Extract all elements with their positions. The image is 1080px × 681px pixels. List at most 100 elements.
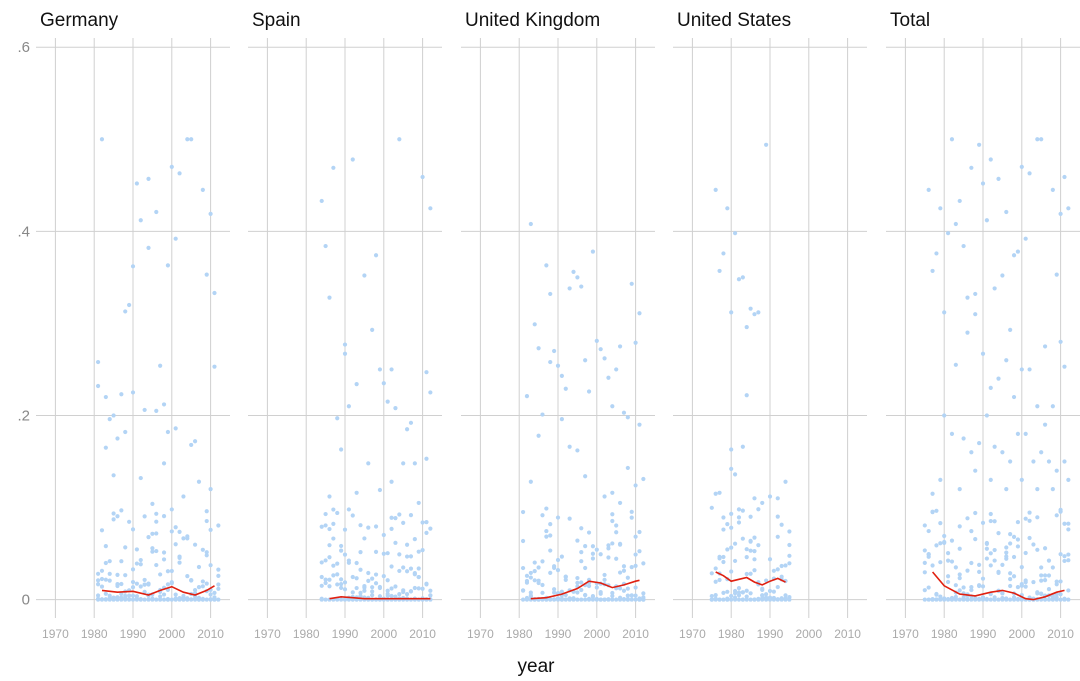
data-point: [583, 358, 588, 363]
data-point: [713, 187, 718, 193]
data-point: [204, 518, 209, 524]
data-point: [1035, 137, 1040, 142]
data-point: [350, 157, 355, 162]
data-point: [185, 137, 190, 142]
data-point: [389, 479, 394, 484]
data-point: [575, 538, 580, 543]
data-point: [973, 468, 978, 473]
data-point: [532, 569, 537, 574]
data-point: [524, 595, 530, 601]
data-point: [370, 593, 375, 598]
data-point: [428, 588, 433, 593]
data-point: [942, 310, 947, 315]
data-point: [416, 574, 421, 580]
data-point: [744, 554, 749, 560]
data-point: [127, 302, 132, 308]
data-point: [760, 500, 765, 506]
data-point: [346, 404, 351, 409]
data-point: [212, 290, 217, 296]
data-point: [732, 595, 738, 600]
data-point: [208, 211, 213, 216]
data-point: [1046, 459, 1052, 464]
data-point: [362, 536, 367, 541]
data-point: [99, 528, 105, 533]
data-point: [408, 420, 414, 425]
data-point: [1008, 541, 1013, 546]
data-point: [942, 533, 947, 539]
data-point: [629, 593, 634, 598]
x-tick-label: 1990: [120, 627, 147, 641]
x-axis-label: year: [518, 656, 556, 677]
data-point: [1062, 554, 1067, 559]
data-point: [200, 547, 205, 552]
data-point: [323, 580, 328, 586]
data-point: [130, 593, 136, 598]
data-point: [736, 520, 742, 525]
data-point: [1023, 584, 1028, 589]
data-point: [385, 593, 390, 598]
data-point: [130, 597, 136, 602]
data-point: [602, 577, 607, 582]
data-point: [111, 596, 116, 601]
data-point: [95, 383, 101, 389]
data-point: [752, 535, 757, 540]
data-point: [165, 263, 171, 268]
data-point: [331, 573, 336, 578]
facet-germany: Germany 1970 1980 1990 2000 2010 0 .2 .4 .6: [17, 10, 230, 641]
data-point: [354, 382, 359, 387]
data-point: [200, 584, 205, 589]
data-point: [961, 595, 966, 600]
data-point: [154, 597, 159, 602]
data-point: [158, 572, 163, 577]
data-point: [633, 340, 638, 345]
data-point: [930, 510, 935, 515]
data-point: [107, 559, 112, 564]
data-point: [567, 286, 572, 291]
data-point: [142, 589, 147, 594]
data-point: [637, 311, 642, 316]
data-point: [393, 584, 398, 589]
data-point: [575, 275, 580, 280]
data-point: [377, 367, 383, 372]
data-point: [610, 518, 615, 524]
data-point: [729, 593, 734, 599]
data-point: [354, 490, 359, 495]
data-point: [204, 553, 209, 558]
data-point: [736, 586, 742, 591]
data-point: [779, 563, 784, 569]
data-point: [1054, 272, 1059, 277]
data-point: [319, 198, 324, 204]
data-point: [621, 588, 627, 593]
data-point: [1058, 509, 1063, 514]
data-point: [938, 560, 943, 565]
data-point: [161, 557, 167, 562]
data-point: [775, 597, 780, 602]
data-point: [119, 508, 124, 513]
data-point: [744, 393, 749, 398]
data-point: [567, 444, 572, 449]
data-point: [1011, 253, 1017, 258]
data-point: [764, 578, 769, 583]
data-point: [1058, 597, 1063, 602]
data-point: [1035, 404, 1040, 409]
data-point: [1027, 518, 1032, 523]
data-point: [107, 417, 112, 422]
data-point: [154, 519, 159, 524]
data-point: [370, 589, 375, 594]
data-point: [111, 511, 116, 516]
data-point: [721, 590, 726, 596]
data-point: [633, 552, 638, 557]
data-point: [563, 386, 568, 391]
data-point: [185, 574, 190, 579]
data-point: [358, 550, 363, 555]
data-point: [1066, 588, 1071, 593]
data-point: [331, 563, 336, 568]
data-point: [709, 597, 714, 602]
data-point: [177, 595, 182, 601]
data-point: [319, 524, 324, 529]
data-point: [424, 456, 429, 461]
data-point: [996, 531, 1001, 536]
smooth-fit-line: [931, 571, 1065, 601]
data-point: [775, 496, 780, 501]
data-point: [787, 529, 792, 534]
